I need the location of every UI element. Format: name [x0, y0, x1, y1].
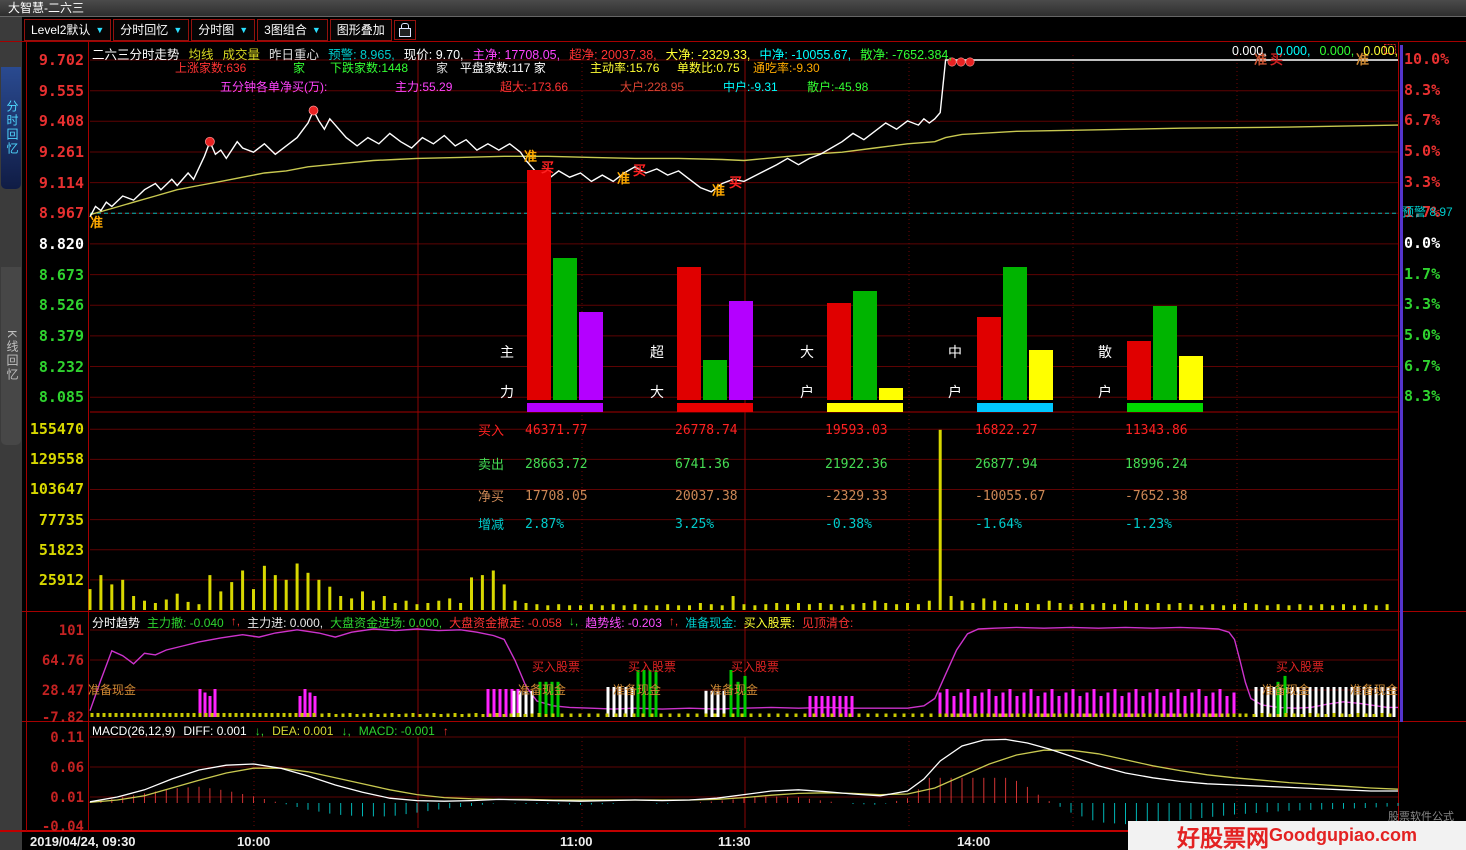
trend-header-segment-4: 主力进: 0.000,: [247, 616, 324, 630]
sidebar-tab-1[interactable]: 分时回忆: [1, 67, 21, 189]
watermark: 好股票网 Goodgupiao.com: [1128, 821, 1466, 850]
lock-icon[interactable]: [393, 19, 416, 40]
macd-header-segment-6: MACD: -0.001: [358, 724, 435, 738]
toolbar-button-4[interactable]: 3图组合 ▼: [257, 18, 328, 41]
chevron-down-icon: ▼: [173, 24, 183, 35]
toolbar-button-3[interactable]: 分时图 ▼: [191, 18, 256, 41]
header-segment-10: 中净: -10055.67,: [759, 48, 852, 62]
chevron-down-icon: ▼: [239, 24, 249, 35]
macd-header-segment-4: DEA: 0.001: [272, 724, 334, 738]
header-right-value-3: 0.000,: [1319, 44, 1355, 58]
header-segment-7: 主净: 17708.05,: [472, 48, 561, 62]
toolbar-button-2[interactable]: 分时回忆 ▼: [113, 18, 190, 41]
macd-header-segment-1: MACD(26,12,9): [92, 724, 176, 738]
toolbar-button-1[interactable]: Level2默认 ▼: [24, 18, 112, 41]
header-segment-4: 昨日重心: [269, 48, 320, 62]
sidebar-tab-2[interactable]: K线回忆: [1, 267, 21, 445]
header-row-main: 二六三分时走势 均线 成交量 昨日重心 预警: 8.965, 现价: 9.70, 主净: 1…: [92, 44, 961, 63]
header-segment-6: 现价: 9.70,: [403, 48, 464, 62]
watermark-top-label: 股票软件公式: [1388, 811, 1454, 823]
toolbar: Level2默认 ▼ 分时回忆 ▼ 分时图 ▼ 3图组合 ▼ 图形叠加: [22, 18, 1466, 41]
header-segment-11: 散净: -7652.384,: [860, 48, 952, 62]
header-segment-5: 预警: 8.965,: [328, 48, 395, 62]
macd-panel-header: MACD(26,12,9) DIFF: 0.001 ↓, DEA: 0.001 ↓, MA…: [92, 724, 449, 738]
macd-header-segment-5: ↓,: [341, 724, 351, 738]
header-right-value-4: 0.000,: [1363, 44, 1398, 58]
chevron-down-icon: ▼: [95, 24, 105, 35]
header-segment-8: 超净: 20037.38,: [569, 48, 657, 62]
trend-panel-header: 分时趋势 主力撤: -0.040 ↑, 主力进: 0.000, 大盘资金进场: 0.00…: [92, 614, 853, 631]
trend-header-segment-1: 分时趋势: [92, 616, 141, 630]
trend-header-segment-9: ↑,: [668, 614, 679, 628]
trend-header-segment-10: 准备现金:: [685, 616, 737, 630]
watermark-site-url: Goodgupiao.com: [1269, 825, 1417, 845]
chevron-down-icon: ▼: [311, 24, 321, 35]
trend-header-segment-2: 主力撤: -0.040: [147, 616, 224, 630]
watermark-site-name: 好股票网: [1177, 824, 1269, 850]
macd-header-segment-7: ↑: [442, 724, 449, 738]
trend-header-segment-3: ↑,: [230, 614, 241, 628]
header-segment-2: 均线: [188, 48, 214, 62]
header-right-value-2: 0.000,: [1275, 44, 1311, 58]
header-segment-1: 二六三分时走势: [92, 48, 180, 62]
trend-header-segment-6: 大盘资金撤走: -0.058: [449, 616, 562, 630]
header-segment-9: 大净: -2329.33,: [665, 48, 751, 62]
trend-header-segment-11: 买入股票:: [743, 616, 795, 630]
macd-header-segment-3: ↓,: [254, 724, 265, 738]
trend-header-segment-8: 趋势线: -0.203: [585, 616, 662, 630]
trend-header-segment-12: 见顶清仓:: [801, 616, 854, 630]
window-title: 大智慧-二六三: [8, 1, 84, 15]
trend-header-segment-7: ↓,: [568, 614, 579, 628]
sidebar: 分时回忆 K线回忆: [0, 17, 22, 850]
macd-header-segment-2: DIFF: 0.001: [183, 724, 247, 738]
trend-header-segment-5: 大盘资金进场: 0.000,: [330, 616, 443, 630]
header-row-right: 0.000, 0.000, 0.000, 0.000,: [1232, 44, 1398, 58]
title-bar: 大智慧-二六三: [0, 0, 1466, 17]
header-segment-3: 成交量: [222, 48, 261, 62]
header-right-value-1: 0.000,: [1231, 44, 1267, 58]
toolbar-button-5[interactable]: 图形叠加: [329, 18, 392, 41]
